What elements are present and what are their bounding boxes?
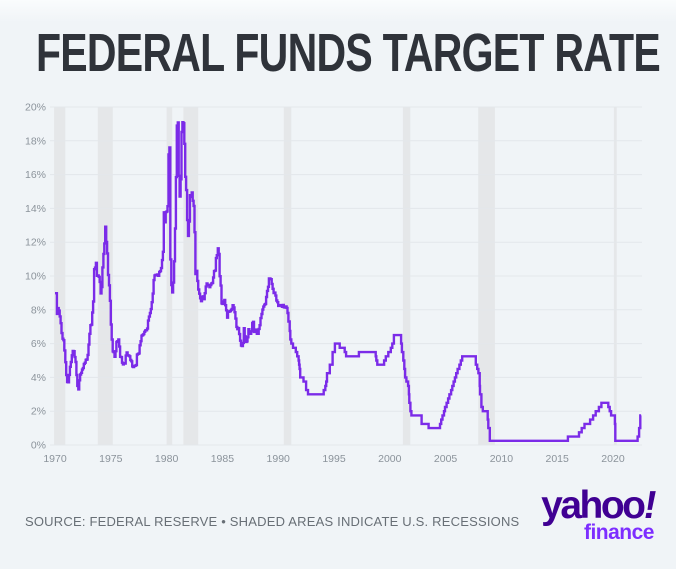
y-axis-label: 18% bbox=[25, 135, 46, 147]
page-title: FEDERAL FUNDS TARGET RATE bbox=[36, 23, 661, 83]
x-axis-label: 1995 bbox=[322, 453, 346, 465]
y-axis-label: 2% bbox=[31, 406, 46, 418]
yahoo-wordmark: yahoo! bbox=[541, 484, 658, 527]
y-axis-label: 0% bbox=[31, 440, 46, 452]
x-axis-label: 2010 bbox=[490, 453, 514, 465]
yahoo-finance-logo: yahoo! finance bbox=[541, 484, 658, 544]
rate-line bbox=[55, 121, 642, 442]
x-axis-label: 2015 bbox=[546, 453, 570, 465]
finance-wordmark: finance bbox=[583, 521, 655, 544]
x-axis-label: 1990 bbox=[267, 453, 291, 465]
y-axis-label: 16% bbox=[25, 169, 46, 181]
x-axis-label: 1975 bbox=[99, 453, 123, 465]
y-axis-label: 12% bbox=[25, 237, 46, 249]
x-axis-label: 2020 bbox=[601, 453, 625, 465]
y-axis-label: 8% bbox=[31, 304, 46, 316]
y-axis-label: 20% bbox=[25, 102, 46, 114]
x-axis-label: 2005 bbox=[434, 453, 458, 465]
y-axis-label: 6% bbox=[31, 338, 46, 350]
x-axis-label: 1980 bbox=[155, 453, 179, 465]
x-axis-label: 1985 bbox=[211, 453, 235, 465]
x-axis-label: 1970 bbox=[43, 453, 67, 465]
y-axis-label: 4% bbox=[31, 372, 46, 384]
source-note: SOURCE: FEDERAL RESERVE • SHADED AREAS I… bbox=[25, 514, 520, 529]
y-axis-label: 10% bbox=[25, 271, 46, 283]
y-axis-label: 14% bbox=[25, 203, 46, 215]
x-axis-label: 2000 bbox=[378, 453, 402, 465]
